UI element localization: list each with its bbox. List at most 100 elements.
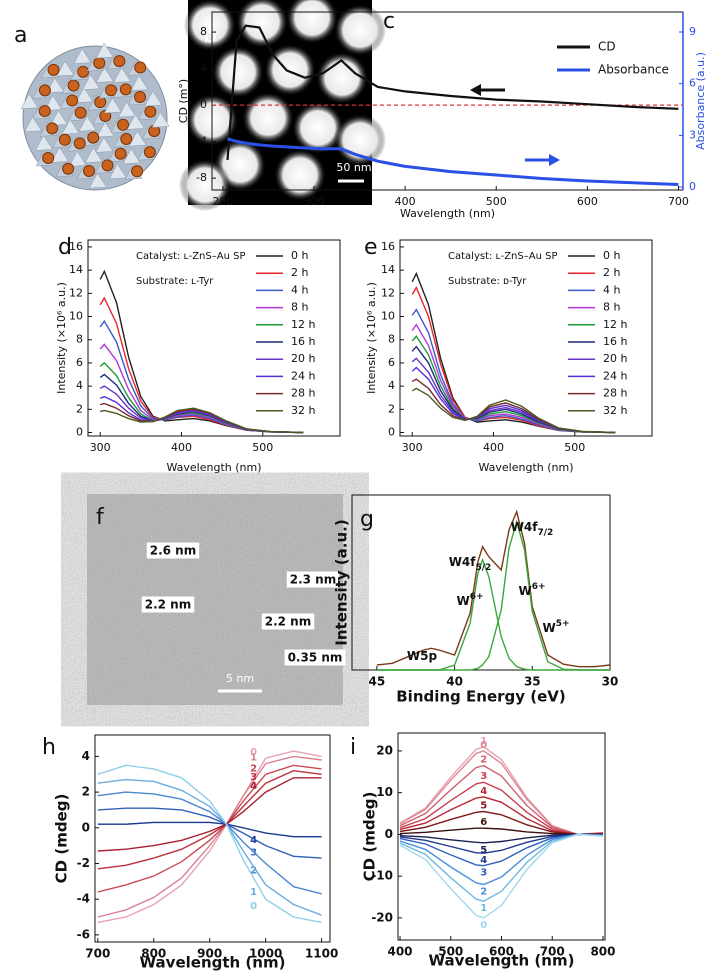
gold-cluster [38, 104, 51, 117]
curve-label: 5 [480, 800, 487, 811]
series-line [399, 833, 604, 886]
particle [316, 52, 368, 104]
panel-label: d [58, 235, 72, 260]
series-line [376, 509, 611, 668]
series-line [411, 387, 616, 434]
curve-label: 4 [250, 781, 257, 792]
legend-label: 24 h [603, 369, 627, 382]
x-tick-label: 30 [602, 675, 619, 689]
y-axis-label: CD (mdeg) [53, 794, 71, 884]
legend-label: Absorbance [598, 63, 669, 77]
series-line [226, 24, 679, 160]
series-line [97, 769, 322, 870]
gold-cluster [134, 91, 147, 104]
x-axis-label: Wavelength (nm) [166, 461, 261, 474]
x-tick-label: 700 [85, 947, 110, 961]
y-tick-label: 4 [200, 62, 207, 75]
peak-label: W6+ [518, 582, 545, 598]
x-axis-label: Wavelength (nm) [478, 461, 573, 474]
plot-frame [351, 494, 611, 671]
panel-label: i [350, 735, 356, 760]
gold-cluster [42, 152, 55, 165]
series-line [99, 269, 304, 434]
x-tick-label: 700 [668, 195, 689, 208]
y2-tick-label: 0 [689, 180, 696, 193]
peak-label: W4f5/2 [449, 555, 492, 573]
y-tick-label: 8 [200, 25, 207, 38]
y-tick-label: 0 [200, 98, 207, 111]
curve-label: 1 [250, 887, 257, 898]
series-line [97, 764, 322, 893]
scale-bar-label: 50 nm [336, 161, 371, 174]
legend-label: 16 h [603, 335, 627, 348]
facet [20, 93, 39, 110]
peak-label-base: W4f [449, 555, 477, 569]
facet [95, 66, 114, 83]
peak-label-base: W5p [407, 649, 438, 663]
legend-label: 16 h [291, 335, 315, 348]
x-tick-label: 800 [141, 947, 166, 961]
x-tick-label: 600 [577, 195, 598, 208]
annotation: Substrate: ʟ-Tyr [136, 276, 214, 287]
series-line [399, 827, 603, 836]
x-axis-label: Wavelength (nm) [429, 952, 575, 970]
x-tick-label: 300 [90, 441, 111, 454]
lattice-label: 2.3 nm [290, 573, 336, 587]
peak-label: W6+ [456, 592, 483, 608]
peak-label-sub: 5/2 [476, 563, 492, 573]
facet [113, 67, 132, 83]
gold-cluster [143, 146, 156, 159]
curve-label: 0 [480, 920, 487, 931]
x-tick-label: 300 [402, 441, 423, 454]
y2-tick-label: 9 [689, 25, 696, 38]
arrows [470, 84, 560, 166]
particle [334, 114, 386, 166]
x-axis-label: Binding Energy (eV) [396, 688, 566, 706]
y-tick-label: 16 [381, 240, 395, 253]
gold-cluster [134, 61, 147, 74]
peak-label-sup: 5+ [556, 619, 570, 629]
curve-label: 4 [480, 855, 487, 866]
facet [88, 172, 107, 189]
curve-label: 1 [480, 736, 487, 747]
y-tick-label: 4 [388, 379, 395, 392]
gold-cluster [58, 133, 71, 146]
curve-label: 4 [250, 835, 257, 846]
x-tick-label: 500 [486, 195, 507, 208]
gold-cluster [47, 63, 60, 76]
label-box [286, 571, 340, 588]
peak-label-base: W [542, 621, 555, 635]
particle [292, 102, 344, 154]
legend-label: 2 h [603, 266, 620, 279]
tem-image: b 50 nm [179, 0, 386, 211]
y-tick-label: 14 [69, 263, 83, 276]
panel-label: g [360, 507, 374, 532]
y-tick-label: 20 [376, 743, 393, 757]
series-line [100, 407, 304, 434]
facet [73, 48, 92, 64]
y2-tick-label: 3 [689, 128, 696, 141]
series-line [97, 778, 322, 916]
y-tick-label: -20 [371, 910, 393, 924]
x-tick-label: 500 [564, 441, 585, 454]
facet [108, 163, 127, 180]
x-tick-label: 400 [395, 195, 416, 208]
y-tick-label: -6 [77, 927, 90, 941]
gold-cluster [93, 56, 106, 69]
facet [122, 148, 141, 165]
curve-label: 1 [250, 753, 257, 764]
lattice-label: 2.2 nm [145, 598, 191, 612]
gold-cluster [38, 84, 51, 97]
scale-bar-label: 5 nm [226, 672, 254, 685]
particle [212, 46, 264, 98]
legend-label: 32 h [603, 404, 627, 417]
y-tick-label: 10 [376, 785, 393, 799]
hrtem-image: f 5 nm 2.6 nm 2.3 nm 2.2 nm 2.2 nm 0.35 nm [87, 494, 346, 705]
legend-label: 12 h [603, 318, 627, 331]
peak-label: W5p [407, 649, 438, 663]
legend-label: CD [598, 40, 616, 54]
facet [126, 113, 145, 130]
curve-label: 3 [250, 772, 257, 783]
panel-label: e [364, 235, 378, 260]
curve-label: 2 [250, 865, 257, 876]
